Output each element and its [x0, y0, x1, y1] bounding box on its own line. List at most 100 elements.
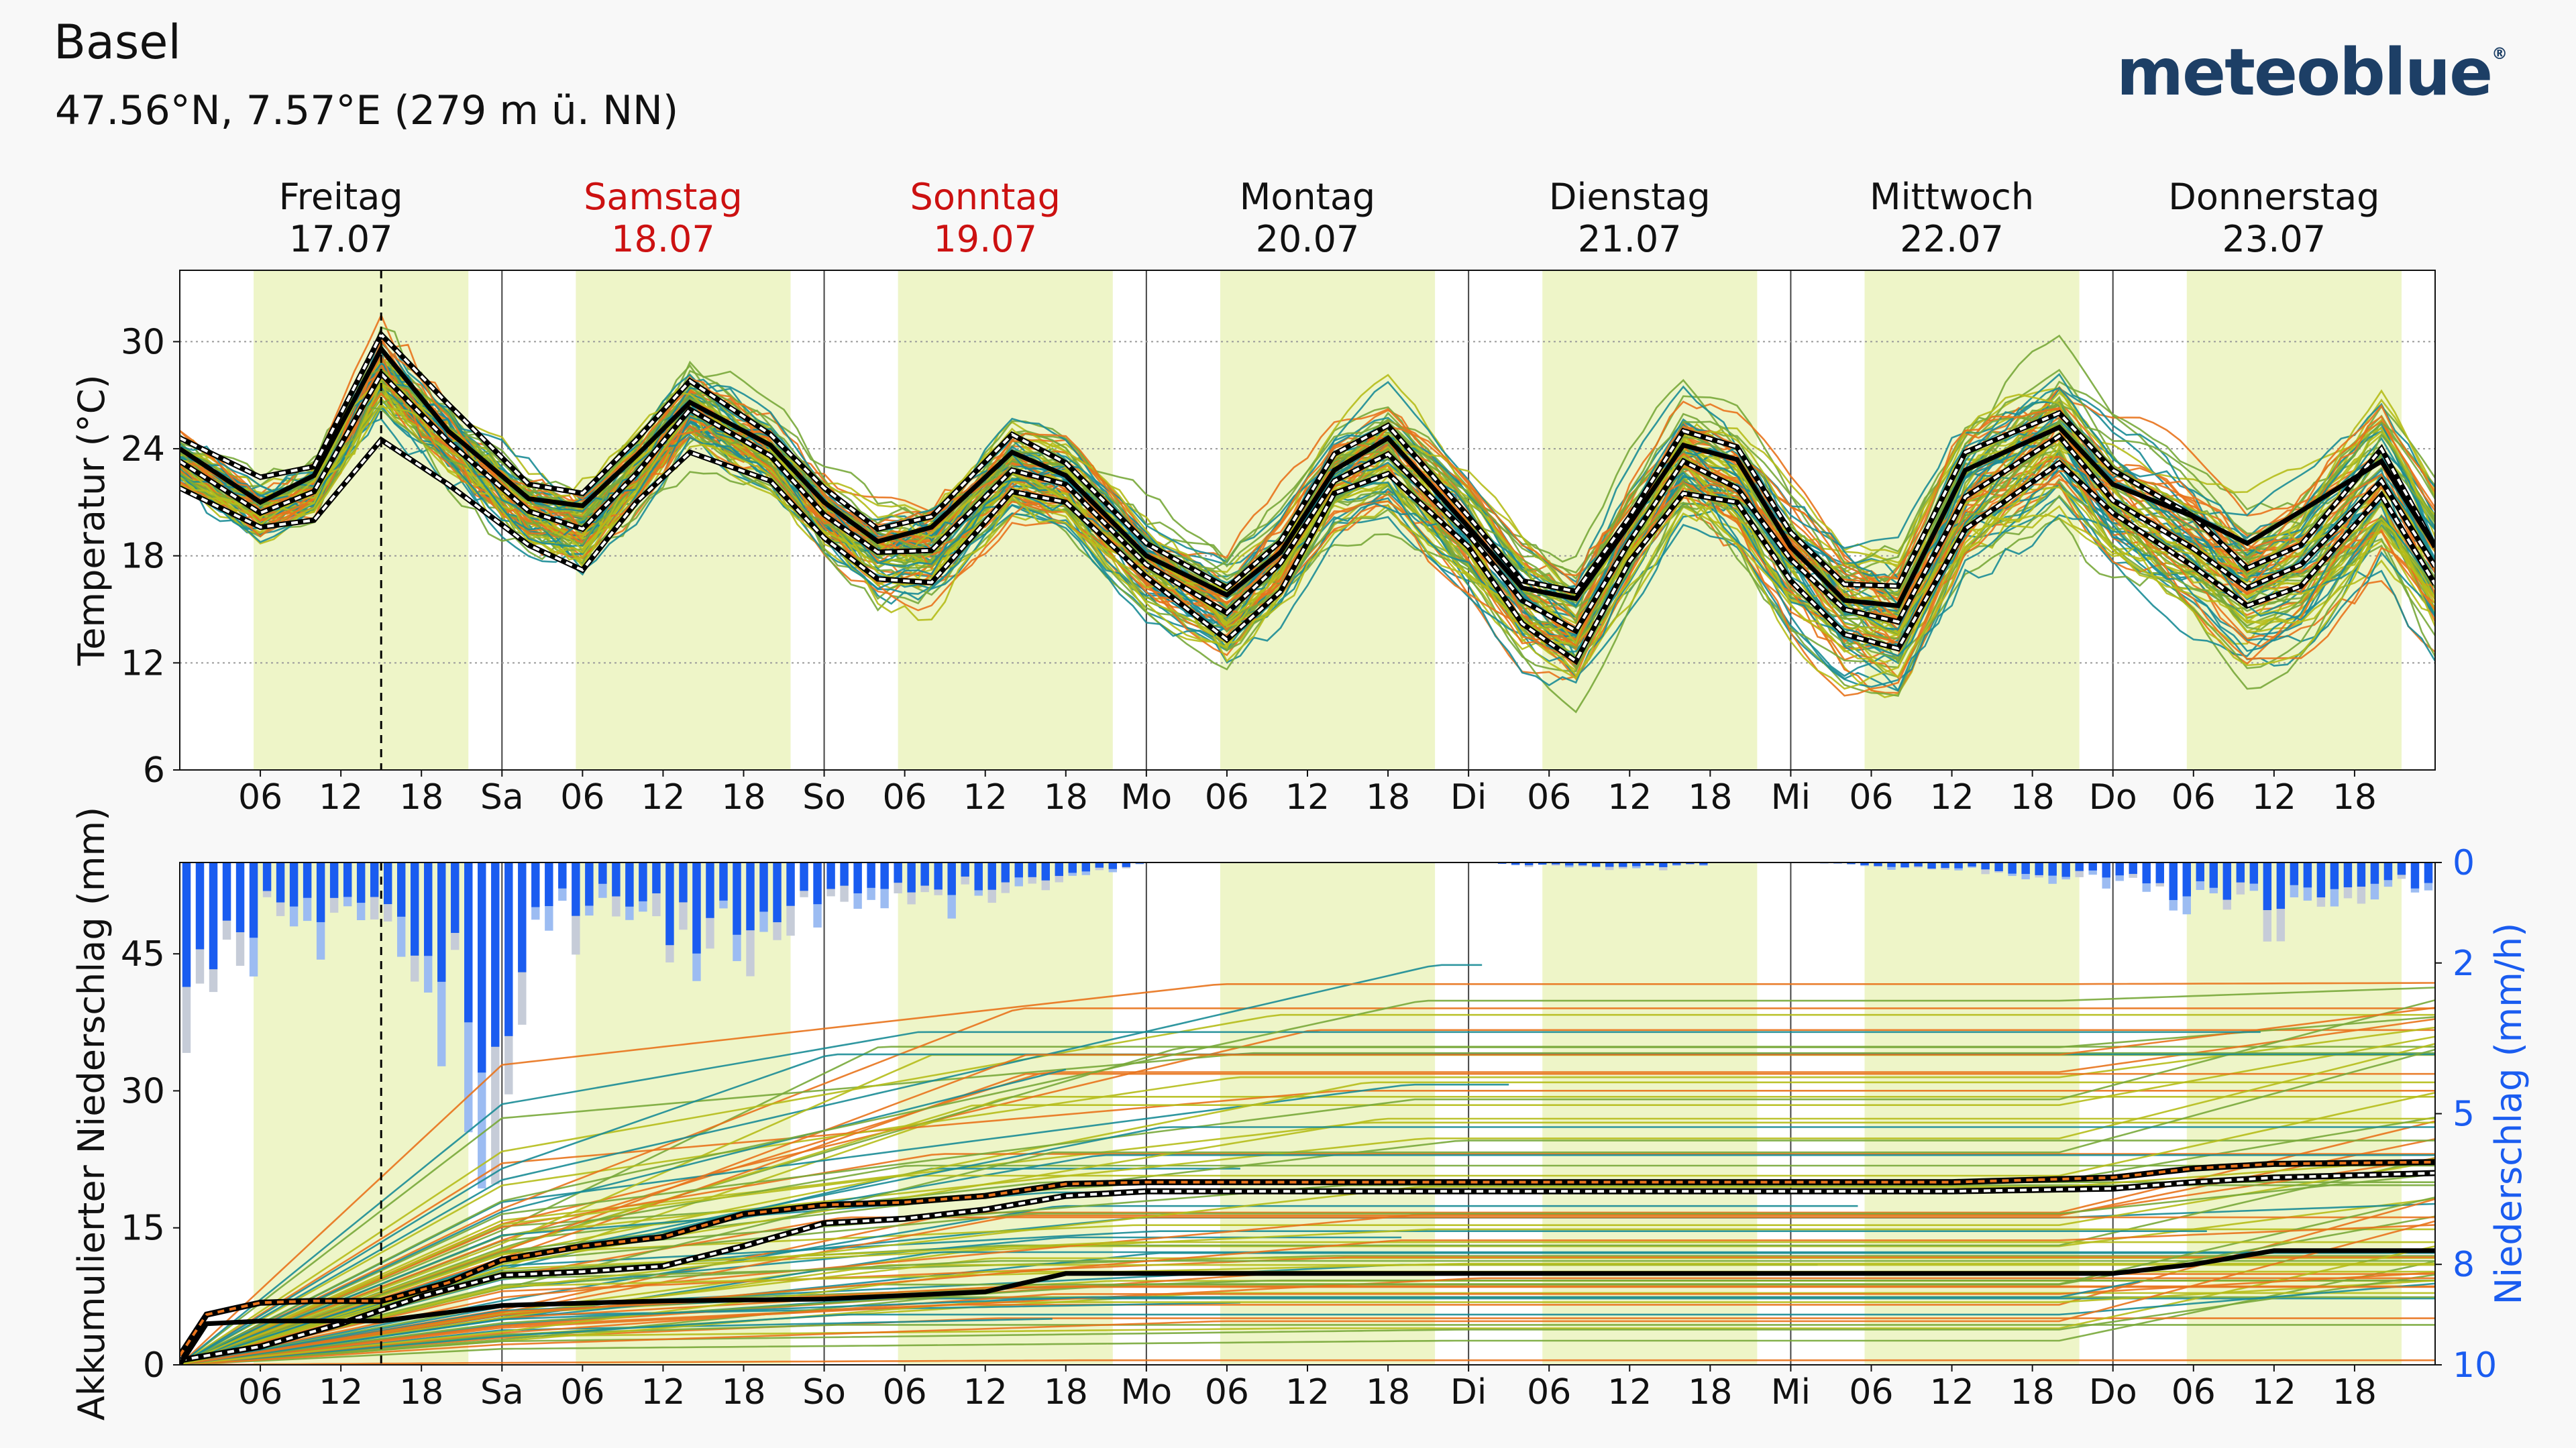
precipitation-rate-bar — [639, 862, 647, 901]
precipitation-y-tick-label: 15 — [121, 1209, 165, 1249]
precipitation-ensemble-line — [180, 1220, 2435, 1365]
temperature-x-tick-label: 12 — [963, 777, 1008, 818]
precipitation-rate-bar — [1914, 862, 1923, 867]
precipitation-ensemble-line — [180, 1280, 2435, 1365]
precipitation-rate-bar — [2075, 862, 2084, 871]
precipitation-rate-bar — [2370, 862, 2379, 884]
precipitation-rate-bar — [665, 862, 674, 946]
temperature-y-tick-label: 24 — [121, 429, 165, 469]
precipitation-x-tick-label: 12 — [1929, 1372, 1974, 1412]
temperature-y-tick-label: 12 — [121, 643, 165, 683]
precipitation-ensemble-line — [180, 1043, 2435, 1365]
day-header-date: 17.07 — [289, 218, 393, 260]
precipitation-rate-bar — [289, 862, 299, 907]
precipitation-rate-bar — [773, 862, 782, 923]
precipitation-rate-bar — [1028, 862, 1036, 877]
precipitation-rate-bar — [1068, 862, 1077, 873]
precipitation-ensemble-line — [180, 1241, 2435, 1365]
temperature-x-tick-label: 18 — [2332, 777, 2377, 818]
precipitation-rate-bar — [974, 862, 983, 891]
temperature-x-tick-label: 06 — [1205, 777, 1249, 818]
precipitation-rate-bar — [733, 862, 741, 935]
precipitation-rate-bar — [545, 862, 553, 906]
precipitation-x-tick-label: 12 — [319, 1372, 363, 1412]
precipitation-rate-bar — [2021, 862, 2030, 875]
precipitation-rate-bar — [1538, 862, 1547, 865]
precipitation-x-tick-label: 12 — [1607, 1372, 1652, 1412]
day-header-name: Donnerstag — [2168, 176, 2379, 218]
precipitation-rate-bar — [2343, 862, 2353, 887]
precipitation-ensemble-line — [180, 1359, 2435, 1365]
temperature-x-tick-label: 12 — [2252, 777, 2296, 818]
precipitation-rate-bar — [961, 862, 969, 877]
precipitation-ensemble-line — [180, 1072, 2435, 1365]
precipitation-ensemble-line — [180, 1026, 2435, 1365]
precipitation-rate-bar — [343, 862, 352, 897]
precipitation-rate-tick-label: 5 — [2453, 1095, 2475, 1135]
temperature-x-tick-label: 12 — [641, 777, 685, 818]
temperature-x-tick-label: 06 — [883, 777, 927, 818]
precipitation-rate-bar — [1968, 862, 1976, 867]
precipitation-ensemble-line — [180, 1286, 2435, 1365]
precipitation-rate-bar — [478, 862, 486, 1073]
precipitation-ensemble-line — [180, 1068, 1067, 1365]
meteoblue-logo: meteoblue® — [2116, 35, 2508, 110]
temperature-y-tick-label: 18 — [121, 537, 165, 577]
precipitation-rate-bar — [2155, 862, 2164, 883]
precipitation-rate-bar — [316, 862, 325, 922]
precipitation-rate-bar — [1578, 862, 1587, 866]
precipitation-rate-bar — [531, 862, 540, 907]
temperature-x-tick-label: 12 — [1285, 777, 1330, 818]
precipitation-ensemble-line — [180, 1256, 2435, 1365]
precipitation-rate-tick-label: 2 — [2453, 944, 2475, 984]
precipitation-rate-bar — [1081, 862, 1091, 872]
precipitation-rate-bar — [2035, 862, 2043, 875]
precipitation-rate-bar — [813, 862, 822, 905]
precipitation-rate-bar — [2249, 862, 2259, 884]
temperature-ensemble-line — [180, 388, 2435, 714]
precipitation-ensemble-line — [180, 1139, 2435, 1365]
precipitation-rate-bar — [2276, 862, 2286, 909]
precipitation-ensemble-line — [180, 1262, 2435, 1365]
day-header-date: 18.07 — [611, 218, 715, 260]
precipitation-ensemble-line — [180, 1245, 2435, 1365]
temperature-x-tick-label: 12 — [319, 777, 363, 818]
precipitation-rate-bars — [182, 862, 2433, 1189]
precipitation-ensemble-line — [180, 1036, 2435, 1365]
precipitation-ensemble-line — [180, 1164, 2435, 1365]
precipitation-rate-bar — [934, 862, 943, 890]
precipitation-rate-bar — [411, 862, 419, 956]
temperature-x-tick-label: Di — [1450, 777, 1487, 818]
day-header-date: 20.07 — [1256, 218, 1360, 260]
precipitation-rate-bar — [504, 862, 513, 1036]
precipitation-rate-bar — [1699, 862, 1708, 865]
temperature-y-tick-label: 6 — [143, 750, 165, 791]
day-header-name: Samstag — [584, 176, 743, 218]
precipitation-rate-bar — [907, 862, 916, 893]
temperature-x-tick-label: 18 — [399, 777, 443, 818]
precipitation-rate-bar — [1041, 862, 1050, 881]
precipitation-rate-bar — [625, 862, 634, 907]
precipitation-rate-bar — [1860, 862, 1869, 865]
precipitation-rate-bar — [1981, 862, 1990, 870]
precipitation-x-tick-label: 06 — [1849, 1372, 1893, 1412]
day-header-date: 22.07 — [1900, 218, 2004, 260]
precipitation-rate-bar — [303, 862, 312, 898]
day-header-name: Mittwoch — [1870, 176, 2034, 218]
precipitation-x-tick-label: Mo — [1121, 1372, 1173, 1412]
precipitation-rate-bar — [1646, 862, 1654, 866]
precipitation-x-tick-label: 06 — [2171, 1372, 2216, 1412]
precipitation-rate-bar — [786, 862, 795, 906]
precipitation-rate-bar — [585, 862, 594, 906]
temperature-x-tick-label: 06 — [1527, 777, 1571, 818]
precipitation-rate-bar — [2410, 862, 2420, 889]
precipitation-rate-bar — [840, 862, 849, 886]
temperature-x-tick-label: 06 — [1849, 777, 1893, 818]
precipitation-ensemble-line — [180, 964, 1483, 1365]
precipitation-rate-bar — [1994, 862, 2003, 871]
precipitation-ensemble-line — [180, 1255, 2435, 1365]
precipitation-ensemble-line — [180, 1252, 2435, 1365]
precipitation-rate-bar — [356, 862, 366, 903]
